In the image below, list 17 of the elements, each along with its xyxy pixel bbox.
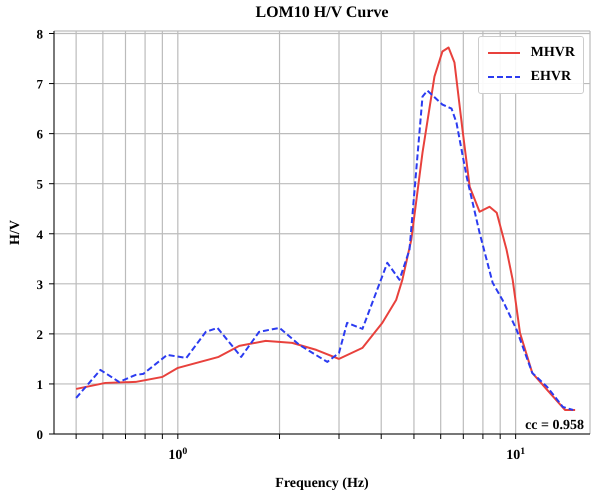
x-tick-label: 10$^{0}$ <box>168 446 188 463</box>
x-tick-label: 10$^{1}$ <box>506 446 526 463</box>
y-tick-label: 2 <box>36 326 43 342</box>
y-tick-label: 3 <box>36 276 44 292</box>
chart-title: LOM10 H/V Curve <box>254 4 390 22</box>
y-tick-label: 7 <box>36 76 44 92</box>
x-axis-title: Frequency (Hz) <box>275 476 370 491</box>
legend-label: EHVR <box>530 68 572 86</box>
y-tick-label: 4 <box>36 226 44 242</box>
y-tick-label: 0 <box>36 427 43 442</box>
y-tick-label: 8 <box>36 26 44 42</box>
y-axis-title: H/V <box>8 220 23 245</box>
annotation: cc = 0.958 <box>525 418 584 434</box>
y-tick-label: 1 <box>36 376 43 392</box>
legend-label: MHVR <box>530 44 575 62</box>
y-tick-label: 6 <box>36 126 44 142</box>
y-tick-label: 5 <box>36 176 44 192</box>
